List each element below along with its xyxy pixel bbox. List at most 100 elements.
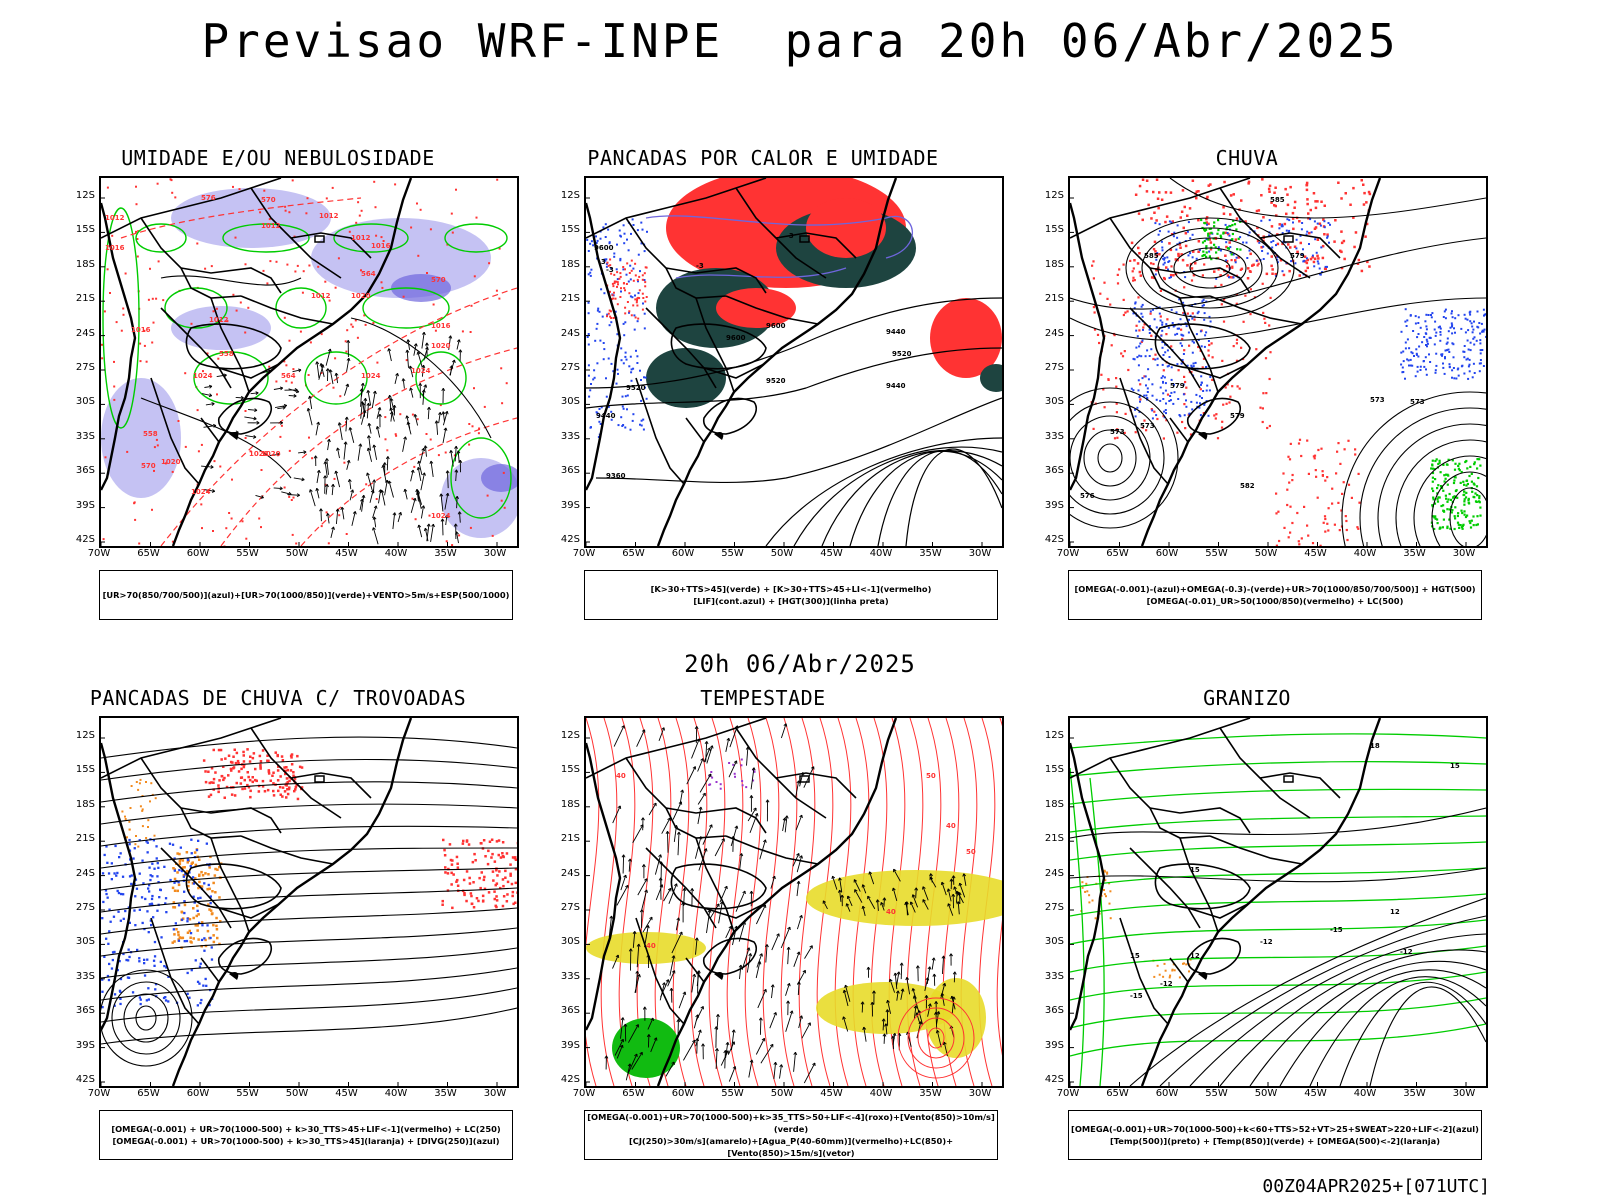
rh-red-speck [294,270,297,273]
storm-orange-speck [124,815,126,818]
wind-vector [307,408,313,426]
storm-red-speck [511,894,514,898]
divergence-blue-speck [153,964,156,967]
rain-blue-speck [1182,301,1185,304]
storm-red-speck [294,785,298,789]
wind-vector [381,490,386,506]
lif-blue-speck [632,413,635,416]
lif-blue-speck [597,307,600,310]
wind-vector-head [709,745,714,749]
map-granizo[interactable]: -12 -12 -12 -15 15 18 15 12 15 -15 12 [1068,716,1488,1088]
lif-blue-speck [613,255,616,258]
storm-red-speck [511,856,515,859]
rain-blue-speck [1476,310,1479,313]
wind-vector-head [336,447,340,451]
wind-vector [963,873,967,886]
wind-vector-head [423,527,428,532]
wind-vector [906,977,911,995]
rain-blue-speck [1166,256,1169,259]
storm-red-speck [284,772,287,776]
map-chuva[interactable]: 585 579 573 579 573 585 576 573 582 579 573 [1068,176,1488,548]
wind-vector-head [704,741,709,745]
rain-red-speck [1323,515,1327,518]
storm-red-speck [239,782,243,785]
rain-red-speck [1282,273,1286,277]
legend-line: [UR>70(850/700/500)](azul)+[UR>70(1000/8… [102,590,510,600]
rain-red-speck [1311,542,1315,545]
wind-vector [628,1024,639,1043]
rain-blue-speck [1443,372,1446,375]
rh-red-speck [126,450,129,453]
divergence-blue-speck [132,857,135,860]
rain-blue-speck [1314,238,1317,241]
divergence-blue-speck [122,917,125,920]
contour-label: -12 [1400,948,1413,956]
rain-green-speck [1451,509,1454,512]
rain-red-speck [1123,350,1126,353]
lif-blue-speck [612,370,615,373]
storm-orange-speck [194,863,198,867]
omega-orange-speck [1108,882,1111,885]
storm-red-speck [242,765,246,769]
rain-blue-speck [1152,308,1154,311]
divergence-blue-speck [146,958,149,961]
wind-vector [641,889,648,911]
rh-red-speck [470,304,473,307]
rain-blue-speck [1278,227,1281,230]
showers-red-speck [606,261,609,264]
storm-orange-speck [216,868,219,871]
rain-red-speck [1357,527,1360,530]
wind-vector-head [366,402,371,407]
wind-vector [309,489,316,507]
rh-red-speck [413,465,416,468]
contour-label: 40 [616,772,626,780]
rh-red-speck [488,262,491,265]
contour-label: 15 [1190,866,1200,874]
map-trovoadas[interactable] [99,716,519,1088]
wind-vector [702,824,713,845]
map-umidade[interactable]: 1012 1016 1012 1012 1012 1012 1016 1020 1012 1016… [99,176,519,548]
lif-blue-speck [603,348,606,351]
divergence-blue-speck [152,839,155,842]
rain-red-speck [1162,369,1165,372]
divergence-blue-speck [173,881,176,884]
rain-red-speck [1337,181,1340,184]
map-tempestade[interactable]: 40 40 40 50 50 40 [584,716,1004,1088]
lif-blue-speck [600,406,603,409]
rain-blue-speck [1145,394,1148,397]
rain-blue-speck [1480,322,1483,325]
wind-vector [671,931,683,954]
rh-red-speck [451,231,454,234]
rain-blue-speck [1229,251,1232,254]
rh-red-speck [212,310,215,313]
rain-red-speck [1205,221,1208,224]
divergence-blue-speck [148,903,151,906]
storm-orange-speck [177,933,180,937]
lif-blue-speck [642,418,645,421]
lat-label: 15S [560,764,580,776]
wind-vector-head [345,383,350,388]
rain-blue-speck [1173,391,1176,394]
rain-green-speck [1469,521,1472,525]
rh-red-speck [103,310,106,313]
wind-vector [349,489,354,501]
rain-red-speck [1137,246,1140,250]
rain-green-speck [1453,515,1456,518]
rain-green-speck [1479,514,1482,517]
omega-orange-speck [1081,881,1084,884]
rain-red-speck [1202,412,1205,415]
rain-green-speck [1467,501,1470,504]
rain-red-speck [1150,262,1153,265]
showers-red-speck [609,258,612,261]
rain-red-speck [1216,256,1220,260]
rain-red-speck [1326,476,1329,479]
rain-red-speck [1255,348,1258,351]
rain-red-speck [1188,344,1191,347]
wind-vector [614,1038,624,1056]
wind-vector [363,398,366,417]
rain-blue-speck [1295,247,1298,250]
rain-red-speck [1298,274,1301,277]
map-pancadas-calor[interactable]: 9600 9520 9440 9600 9520 9440 9600 9520 9440 9360… [584,176,1004,548]
divergence-blue-speck [151,875,154,878]
border-line [1129,847,1201,929]
